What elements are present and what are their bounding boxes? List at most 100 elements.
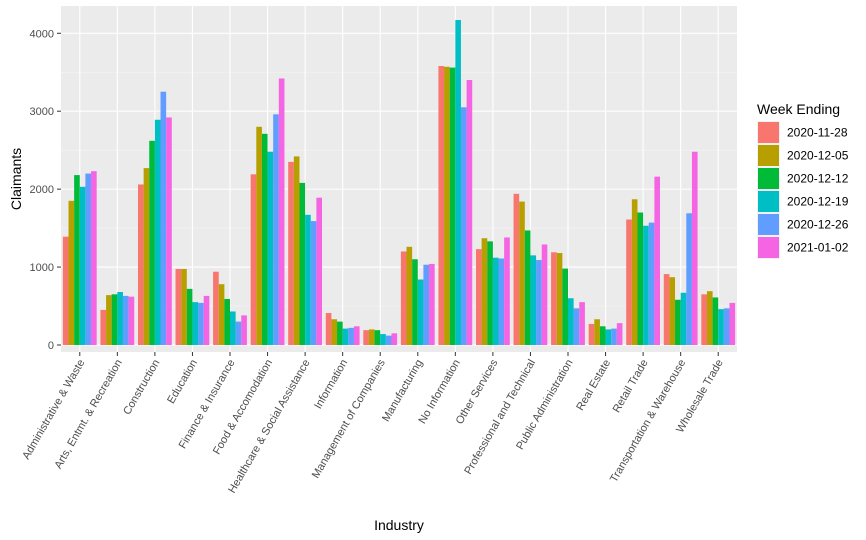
bar xyxy=(562,268,568,345)
bar xyxy=(100,309,107,345)
legend-swatch xyxy=(758,214,779,235)
bar xyxy=(626,219,632,345)
bar xyxy=(230,311,236,345)
x-tick-label: Healthcare & Social Assistance xyxy=(226,358,313,496)
bar xyxy=(541,244,548,345)
legend-title: Week Ending xyxy=(757,101,840,117)
bar xyxy=(374,330,381,345)
bar xyxy=(524,230,531,345)
bar xyxy=(594,319,600,345)
bar xyxy=(143,168,150,345)
bar xyxy=(267,151,274,345)
bar xyxy=(599,326,606,345)
bar xyxy=(475,249,482,345)
bar xyxy=(137,184,144,345)
x-tick-label: Administrative & Waste xyxy=(20,358,87,462)
bar xyxy=(455,20,461,345)
bar xyxy=(504,237,510,345)
bar xyxy=(616,323,623,345)
bar xyxy=(718,309,724,345)
bar xyxy=(729,302,736,345)
bar xyxy=(530,255,537,345)
bar xyxy=(449,67,456,345)
bar xyxy=(331,319,338,345)
bar xyxy=(186,288,193,345)
x-tick-label: Professional and Technical xyxy=(462,358,538,477)
bar xyxy=(631,199,638,345)
y-axis-title: Claimants xyxy=(8,148,24,210)
bar xyxy=(663,274,670,345)
legend: Week Ending 2020-11-28 2020-12-05 2020-12-… xyxy=(757,101,849,259)
bar xyxy=(241,315,247,345)
bar xyxy=(128,296,135,345)
bar xyxy=(551,252,557,345)
x-tick-label: Real Estate xyxy=(574,358,613,413)
legend-label: 2020-12-12 xyxy=(787,172,849,186)
bar xyxy=(579,302,585,345)
x-tick-label: Retail Trade xyxy=(611,358,651,415)
x-tick-label: Information xyxy=(312,358,350,412)
bar xyxy=(224,299,230,345)
bar xyxy=(181,269,187,345)
bar xyxy=(288,161,294,345)
bar xyxy=(680,292,687,345)
bar xyxy=(85,173,92,345)
x-tick-label: Management of Companies xyxy=(310,357,388,480)
bar xyxy=(160,91,167,345)
bars-layer xyxy=(62,20,736,345)
bar xyxy=(353,326,360,345)
bar xyxy=(342,328,349,345)
bar xyxy=(261,133,268,345)
x-tick-label: Transportation & Warehouse xyxy=(608,358,688,485)
plot-panel xyxy=(61,6,737,352)
bar xyxy=(712,297,719,345)
legend-label: 2020-12-19 xyxy=(787,195,849,209)
bar xyxy=(122,295,129,345)
y-tick-label: 1000 xyxy=(30,262,54,274)
legend-label: 2020-12-05 xyxy=(787,149,849,163)
bar xyxy=(701,294,707,345)
bar xyxy=(417,279,424,345)
bar xyxy=(310,221,317,345)
bar xyxy=(643,225,649,345)
bar xyxy=(106,295,112,345)
bar xyxy=(273,114,279,345)
bar xyxy=(380,334,386,345)
bar xyxy=(637,212,644,345)
bar xyxy=(203,295,210,345)
bar xyxy=(305,214,311,345)
bar xyxy=(91,171,97,345)
x-tick-label: Education xyxy=(165,358,200,406)
minor-gridlines xyxy=(61,71,737,307)
bar xyxy=(648,222,655,345)
bar xyxy=(568,298,574,345)
bar xyxy=(654,176,661,345)
bar xyxy=(337,321,343,345)
x-axis-title: Industry xyxy=(374,517,424,533)
bar xyxy=(74,175,80,345)
bar xyxy=(175,269,182,345)
legend-items: 2020-11-28 2020-12-05 2020-12-12 2020-12-19… xyxy=(757,121,849,259)
bar xyxy=(573,308,580,345)
bar xyxy=(154,119,161,345)
legend-label: 2020-11-28 xyxy=(787,126,848,140)
bar xyxy=(213,271,219,345)
legend-label: 2021-01-02 xyxy=(787,241,849,255)
bar xyxy=(79,186,86,345)
bar xyxy=(400,251,407,345)
bar xyxy=(293,156,300,345)
legend-swatch xyxy=(758,168,779,189)
bar xyxy=(691,151,698,345)
bar xyxy=(675,299,681,345)
bar xyxy=(68,200,75,345)
bar xyxy=(498,258,505,345)
bar xyxy=(556,253,563,345)
bar xyxy=(412,259,418,345)
bar xyxy=(423,264,430,345)
x-tick-label: Arts, Entmt. & Recreation xyxy=(52,358,124,471)
bar xyxy=(519,201,525,345)
legend-swatch xyxy=(758,191,779,212)
bar xyxy=(149,140,155,345)
